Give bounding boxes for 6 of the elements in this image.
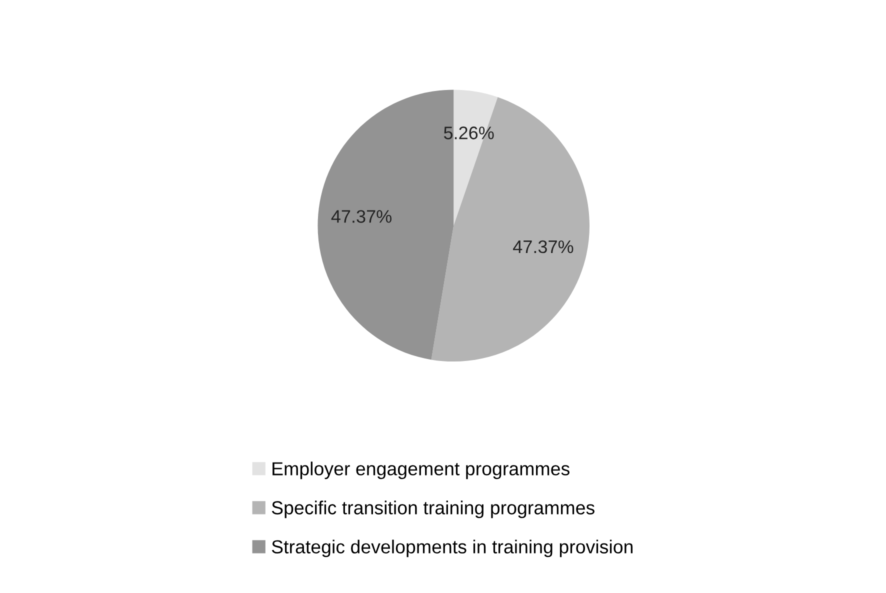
legend-label: Employer engagement programmes bbox=[272, 462, 570, 480]
data-label: 47.37% bbox=[513, 240, 574, 254]
legend-label: Strategic developments in training provision bbox=[272, 540, 633, 558]
data-label: 47.37% bbox=[331, 210, 392, 223]
legend-label: Specific transition training programmes bbox=[272, 500, 594, 518]
data-label: 5.26% bbox=[444, 126, 494, 140]
